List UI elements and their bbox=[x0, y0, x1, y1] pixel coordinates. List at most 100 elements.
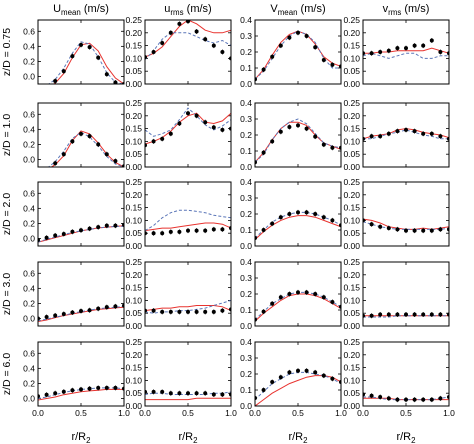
y-tick-label: 0.0 bbox=[240, 162, 252, 172]
y-tick-label: 0.10 bbox=[343, 53, 360, 63]
measured-point bbox=[313, 45, 318, 50]
y-tick-label: 0.20 bbox=[343, 28, 360, 38]
x-tick-label: 0.0 bbox=[32, 408, 44, 418]
y-tick-label: 0.25 bbox=[343, 177, 360, 187]
measured-point bbox=[168, 391, 173, 396]
y-tick-label: 0.4 bbox=[23, 41, 35, 51]
measured-point bbox=[378, 312, 383, 317]
y-tick-label: 0.00 bbox=[125, 241, 142, 251]
measured-point bbox=[113, 80, 118, 84]
measured-point bbox=[203, 120, 208, 125]
panel-r1-c0: 0.0 0.2 0.4 0.6 bbox=[23, 102, 125, 168]
measured-point bbox=[386, 131, 391, 136]
measured-point bbox=[194, 391, 199, 396]
row-label-2: z/D = 2.0 bbox=[1, 193, 13, 235]
y-tick-label: 0.2 bbox=[23, 139, 35, 149]
measured-point bbox=[421, 312, 426, 317]
measured-point bbox=[36, 87, 40, 91]
column-title-1-base: u bbox=[164, 3, 170, 15]
y-tick-label: 0.15 bbox=[343, 41, 360, 51]
measured-point bbox=[421, 43, 426, 48]
measured-point bbox=[313, 292, 318, 296]
measured-point bbox=[53, 313, 58, 318]
x-tick-label: 0.5 bbox=[75, 408, 87, 418]
y-tick-label: 0.00 bbox=[125, 79, 142, 89]
column-title-2-base: V bbox=[270, 3, 278, 15]
y-tick-label: 0.05 bbox=[343, 308, 360, 318]
y-tick-label: 0.10 bbox=[125, 136, 142, 146]
measured-point bbox=[395, 129, 400, 134]
measured-point bbox=[296, 30, 300, 35]
blue-dashed-series bbox=[38, 387, 124, 399]
y-tick-label: 0.0 bbox=[240, 79, 252, 89]
measured-point bbox=[186, 309, 190, 314]
y-tick-label: 0.10 bbox=[125, 375, 142, 385]
measured-point bbox=[160, 136, 165, 141]
panel-r3-c3: 0.00 0.05 0.10 0.15 0.20 0.25 bbox=[343, 257, 450, 331]
panel-frame bbox=[144, 181, 232, 247]
y-tick-label: 0.15 bbox=[125, 41, 142, 51]
measured-point bbox=[177, 309, 182, 314]
blue-dashed-series bbox=[363, 52, 449, 59]
y-tick-label: 0.6 bbox=[23, 348, 35, 358]
panel-r2-c1: 0.00 0.05 0.10 0.15 0.20 0.25 bbox=[125, 177, 232, 251]
measured-point bbox=[321, 142, 326, 147]
y-tick-label: 0.10 bbox=[343, 375, 360, 385]
y-tick-label: 0.25 bbox=[343, 337, 360, 347]
panel-frame bbox=[362, 181, 450, 247]
measured-point bbox=[211, 125, 216, 130]
y-tick-label: 0.05 bbox=[343, 228, 360, 238]
measured-point bbox=[438, 227, 443, 232]
measured-point bbox=[412, 43, 417, 48]
measured-point bbox=[53, 78, 58, 83]
y-tick-label: 0.00 bbox=[125, 401, 142, 411]
y-tick-label: 0.2 bbox=[240, 130, 252, 140]
measured-point bbox=[177, 21, 182, 26]
row-label-0: z/D = 0.75 bbox=[1, 28, 13, 76]
measured-point bbox=[287, 35, 292, 40]
y-tick-label: 0.15 bbox=[343, 124, 360, 134]
panel-plot-area bbox=[363, 311, 449, 319]
y-tick-label: 0.6 bbox=[23, 268, 35, 278]
x-axis-label-0-base: r/R bbox=[71, 431, 86, 443]
measured-point bbox=[151, 231, 156, 236]
measured-point bbox=[203, 37, 208, 42]
y-tick-label: 0.10 bbox=[125, 215, 142, 225]
measured-point bbox=[369, 393, 374, 398]
y-tick-label: 0.10 bbox=[343, 136, 360, 146]
x-axis-label-2-base: r/R bbox=[288, 431, 303, 443]
measured-point bbox=[104, 72, 109, 77]
measured-point bbox=[194, 113, 199, 118]
panel-r2-c3: 0.00 0.05 0.10 0.15 0.20 0.25 bbox=[343, 177, 450, 251]
row-label-1: z/D = 1.0 bbox=[1, 114, 13, 156]
x-axis-label-3-base: r/R bbox=[396, 431, 411, 443]
y-tick-label: 0.4 bbox=[240, 257, 252, 267]
measured-point bbox=[369, 51, 374, 56]
y-tick-label: 0.0 bbox=[240, 401, 252, 411]
measured-point bbox=[429, 312, 434, 317]
measured-point bbox=[278, 375, 283, 380]
measured-point bbox=[44, 314, 49, 319]
x-tick-label: 0.5 bbox=[292, 408, 304, 418]
y-tick-label: 0.2 bbox=[240, 369, 252, 379]
y-tick-label: 0.15 bbox=[343, 363, 360, 373]
measured-point bbox=[177, 229, 182, 234]
measured-point bbox=[61, 311, 66, 316]
red-line-series bbox=[255, 30, 341, 80]
y-tick-label: 0.2 bbox=[240, 289, 252, 299]
measured-point bbox=[330, 145, 335, 150]
measured-point bbox=[96, 385, 101, 390]
x-tick-label: 0.0 bbox=[249, 408, 261, 418]
measured-point bbox=[330, 62, 335, 67]
panel-frame bbox=[362, 341, 450, 407]
y-tick-label: 0.00 bbox=[125, 321, 142, 331]
measured-point bbox=[211, 309, 216, 314]
y-tick-label: 0.4 bbox=[240, 98, 252, 108]
y-tick-label: 0.25 bbox=[343, 98, 360, 108]
panel-frame bbox=[144, 341, 232, 407]
measured-point bbox=[270, 139, 275, 144]
panel-plot-area bbox=[145, 107, 231, 148]
y-tick-label: 0.25 bbox=[125, 98, 142, 108]
measured-point bbox=[220, 392, 225, 397]
measured-point bbox=[330, 376, 335, 381]
